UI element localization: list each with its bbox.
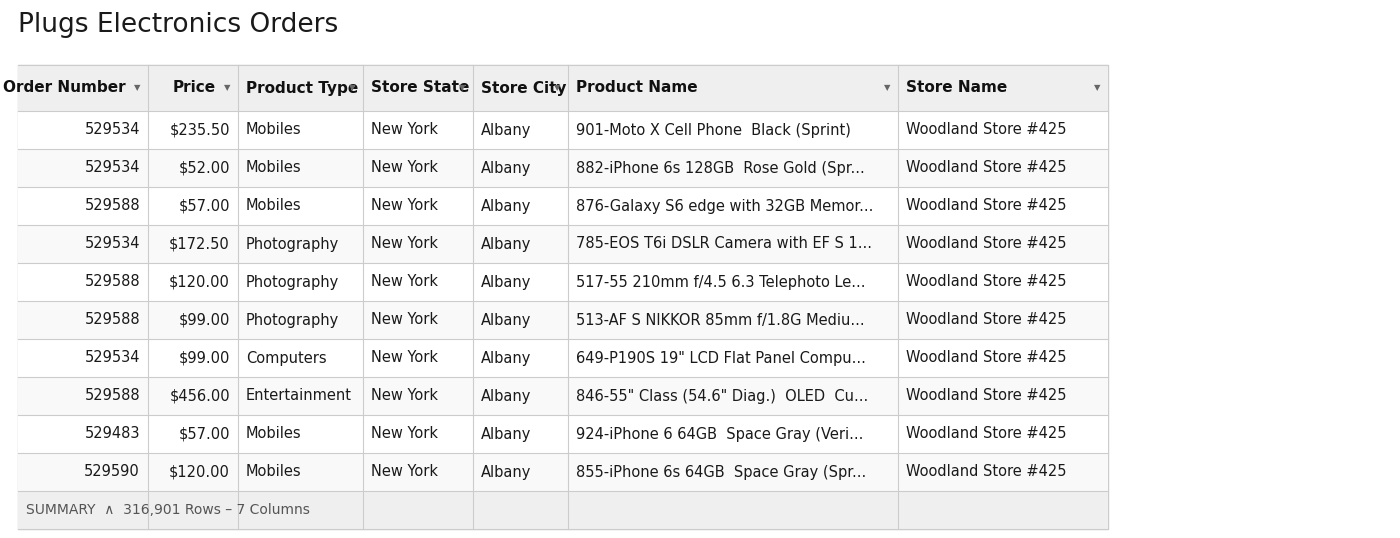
Text: Store State: Store State: [371, 81, 469, 96]
Text: Woodland Store #425: Woodland Store #425: [906, 160, 1067, 175]
Bar: [18, 301, 1107, 339]
Bar: [18, 415, 1107, 453]
Text: ▼: ▼: [224, 83, 230, 93]
Bar: [18, 187, 1107, 225]
Text: Woodland Store #425: Woodland Store #425: [906, 123, 1067, 138]
Text: Albany: Albany: [482, 350, 532, 365]
Text: Albany: Albany: [482, 160, 532, 175]
Text: 517-55 210mm f/4.5 6.3 Telephoto Le...: 517-55 210mm f/4.5 6.3 Telephoto Le...: [575, 274, 865, 289]
Text: $99.00: $99.00: [179, 350, 230, 365]
Text: 529483: 529483: [84, 427, 140, 442]
Text: 846-55" Class (54.6" Diag.)  OLED  Cu...: 846-55" Class (54.6" Diag.) OLED Cu...: [575, 388, 868, 404]
Text: Albany: Albany: [482, 199, 532, 214]
Text: Albany: Albany: [482, 313, 532, 328]
Text: $57.00: $57.00: [179, 427, 230, 442]
Text: $52.00: $52.00: [179, 160, 230, 175]
Text: Order Number: Order Number: [3, 81, 126, 96]
Text: Photography: Photography: [246, 313, 339, 328]
Text: Woodland Store #425: Woodland Store #425: [906, 427, 1067, 442]
Text: $120.00: $120.00: [169, 274, 230, 289]
Text: Mobiles: Mobiles: [246, 427, 301, 442]
Text: Albany: Albany: [482, 237, 532, 251]
Bar: [18, 111, 1107, 149]
Text: 529534: 529534: [84, 237, 140, 251]
Text: Albany: Albany: [482, 427, 532, 442]
Text: ▼: ▼: [883, 83, 890, 93]
Text: New York: New York: [371, 274, 438, 289]
Text: Product Type: Product Type: [246, 81, 358, 96]
Text: 529588: 529588: [84, 199, 140, 214]
Text: Product Name: Product Name: [575, 81, 697, 96]
Text: $235.50: $235.50: [169, 123, 230, 138]
Text: Woodland Store #425: Woodland Store #425: [906, 199, 1067, 214]
Text: 876-Galaxy S6 edge with 32GB Memor...: 876-Galaxy S6 edge with 32GB Memor...: [575, 199, 874, 214]
Text: Woodland Store #425: Woodland Store #425: [906, 464, 1067, 479]
Text: $99.00: $99.00: [179, 313, 230, 328]
Text: Computers: Computers: [246, 350, 326, 365]
Text: Woodland Store #425: Woodland Store #425: [906, 350, 1067, 365]
Bar: [18, 453, 1107, 491]
Text: New York: New York: [371, 427, 438, 442]
Text: New York: New York: [371, 237, 438, 251]
Text: Mobiles: Mobiles: [246, 464, 301, 479]
Text: 529534: 529534: [84, 350, 140, 365]
Text: ▼: ▼: [349, 83, 356, 93]
Text: New York: New York: [371, 464, 438, 479]
Bar: [18, 149, 1107, 187]
Text: 855-iPhone 6s 64GB  Space Gray (Spr...: 855-iPhone 6s 64GB Space Gray (Spr...: [575, 464, 867, 479]
Text: ▼: ▼: [459, 83, 465, 93]
Text: Mobiles: Mobiles: [246, 160, 301, 175]
Text: Woodland Store #425: Woodland Store #425: [906, 388, 1067, 404]
Text: 882-iPhone 6s 128GB  Rose Gold (Spr...: 882-iPhone 6s 128GB Rose Gold (Spr...: [575, 160, 865, 175]
Text: 529588: 529588: [84, 388, 140, 404]
Text: 529534: 529534: [84, 160, 140, 175]
Bar: [18, 65, 1107, 111]
Text: Mobiles: Mobiles: [246, 199, 301, 214]
Text: 529534: 529534: [84, 123, 140, 138]
Text: New York: New York: [371, 199, 438, 214]
Bar: [18, 377, 1107, 415]
Text: Woodland Store #425: Woodland Store #425: [906, 237, 1067, 251]
Text: Photography: Photography: [246, 237, 339, 251]
Text: Entertainment: Entertainment: [246, 388, 351, 404]
Text: Albany: Albany: [482, 123, 532, 138]
Text: ▼: ▼: [133, 83, 140, 93]
Bar: [18, 339, 1107, 377]
Text: Photography: Photography: [246, 274, 339, 289]
Text: New York: New York: [371, 313, 438, 328]
Text: 513-AF S NIKKOR 85mm f/1.8G Mediu...: 513-AF S NIKKOR 85mm f/1.8G Mediu...: [575, 313, 865, 328]
Text: Woodland Store #425: Woodland Store #425: [906, 274, 1067, 289]
Text: $120.00: $120.00: [169, 464, 230, 479]
Text: 924-iPhone 6 64GB  Space Gray (Veri...: 924-iPhone 6 64GB Space Gray (Veri...: [575, 427, 864, 442]
Text: Mobiles: Mobiles: [246, 123, 301, 138]
Text: New York: New York: [371, 388, 438, 404]
Text: New York: New York: [371, 160, 438, 175]
Bar: [18, 225, 1107, 263]
Text: New York: New York: [371, 123, 438, 138]
Text: 529590: 529590: [84, 464, 140, 479]
Text: Albany: Albany: [482, 464, 532, 479]
Text: 529588: 529588: [84, 313, 140, 328]
Text: 785-EOS T6i DSLR Camera with EF S 1...: 785-EOS T6i DSLR Camera with EF S 1...: [575, 237, 872, 251]
Text: Albany: Albany: [482, 274, 532, 289]
Text: SUMMARY  ∧  316,901 Rows – 7 Columns: SUMMARY ∧ 316,901 Rows – 7 Columns: [27, 503, 309, 517]
Bar: [18, 263, 1107, 301]
Text: New York: New York: [371, 350, 438, 365]
Text: $456.00: $456.00: [169, 388, 230, 404]
Text: ▼: ▼: [1093, 83, 1100, 93]
Text: $172.50: $172.50: [169, 237, 230, 251]
Bar: [18, 65, 1107, 529]
Text: Store City: Store City: [482, 81, 567, 96]
Text: $57.00: $57.00: [179, 199, 230, 214]
Text: Albany: Albany: [482, 388, 532, 404]
Text: ▼: ▼: [553, 83, 560, 93]
Text: 901-Moto X Cell Phone  Black (Sprint): 901-Moto X Cell Phone Black (Sprint): [575, 123, 851, 138]
Text: Woodland Store #425: Woodland Store #425: [906, 313, 1067, 328]
Text: Price: Price: [172, 81, 216, 96]
Text: Store Name: Store Name: [906, 81, 1007, 96]
Text: 529588: 529588: [84, 274, 140, 289]
Bar: [18, 491, 1107, 529]
Text: 649-P190S 19" LCD Flat Panel Compu...: 649-P190S 19" LCD Flat Panel Compu...: [575, 350, 865, 365]
Text: Plugs Electronics Orders: Plugs Electronics Orders: [18, 12, 339, 38]
